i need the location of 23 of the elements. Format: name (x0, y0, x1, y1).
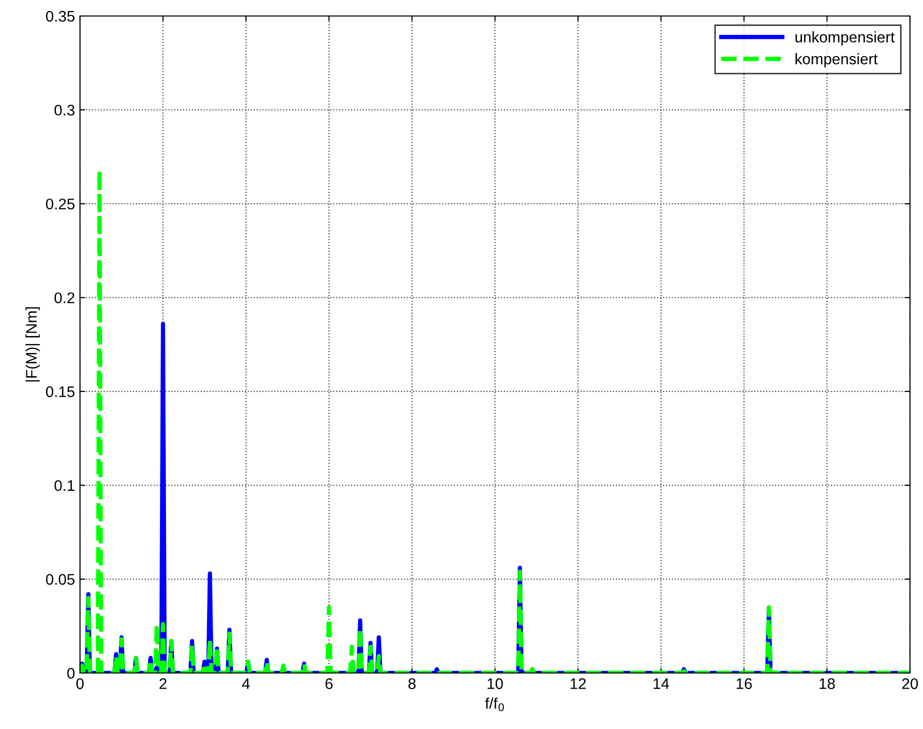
x-tick-label: 18 (820, 678, 835, 690)
x-tick-label: 12 (570, 678, 586, 689)
y-tick-label: 0.25 (46, 198, 74, 210)
x-axis-title: f/f$_{0}$ (485, 698, 504, 712)
y-tick-label: 0.35 (46, 10, 74, 22)
x-tick-label: 0 (76, 678, 84, 690)
x-tick-label: 4 (242, 678, 250, 689)
y-tick-label: 0.05 (46, 574, 74, 585)
x-tick-label: 10 (488, 678, 503, 690)
x-tick-label: 6 (326, 678, 333, 690)
legend-label: kompensiert (796, 53, 878, 68)
legend-label: unkompensiert (796, 31, 895, 46)
y-tick-label: 0.3 (54, 104, 74, 116)
y-tick-label: 0 (67, 668, 75, 679)
x-tick-label: 20 (902, 678, 918, 690)
y-tick-label: 0.1 (54, 480, 74, 491)
x-tick-label: 14 (654, 678, 670, 689)
x-tick-label: 8 (408, 678, 416, 690)
y-tick-label: 0.15 (46, 386, 74, 398)
y-axis-title: |F(M)| [Nm] (26, 307, 40, 382)
x-tick-label: 16 (736, 678, 752, 690)
x-tick-label: 2 (160, 678, 166, 689)
y-tick-label: 0.2 (54, 292, 74, 304)
